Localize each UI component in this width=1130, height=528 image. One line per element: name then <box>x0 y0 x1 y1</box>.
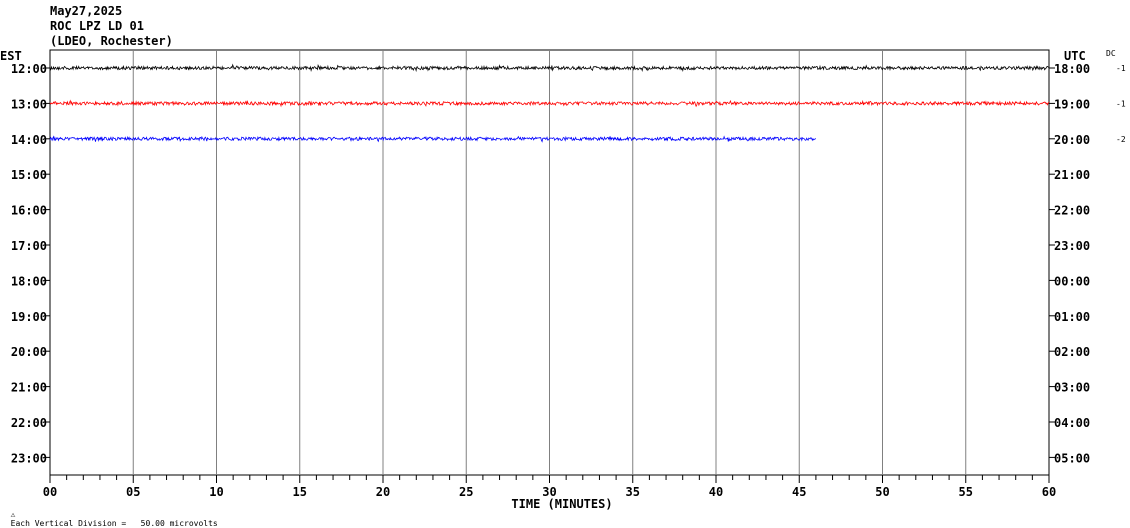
x-tick-label-55: 55 <box>959 485 973 499</box>
left-hour-label: 20:00 <box>11 345 47 359</box>
left-hour-label: 14:00 <box>11 133 47 147</box>
scale-icon: ⚠ <box>10 510 16 519</box>
x-tick-label-20: 20 <box>376 485 390 499</box>
right-hour-label: 21:00 <box>1054 168 1090 182</box>
est-zone-label: EST <box>0 49 22 63</box>
scale-note: ⚠ Each Vertical Division = 50.00 microvo… <box>1 501 218 528</box>
right-hour-label: 05:00 <box>1054 451 1090 465</box>
x-tick-label-40: 40 <box>709 485 723 499</box>
right-hour-label: 23:00 <box>1054 239 1090 253</box>
right-hour-label: 04:00 <box>1054 416 1090 430</box>
left-hour-label: 21:00 <box>11 381 47 395</box>
x-axis-title: TIME (MINUTES) <box>511 497 612 511</box>
dc-offset-row-1: -1 <box>1116 99 1126 108</box>
recording-date: May27,2025 <box>50 4 123 18</box>
left-hour-label: 12:00 <box>11 62 47 76</box>
dc-label: DC <box>1106 49 1116 58</box>
right-hour-label: 00:00 <box>1054 274 1090 288</box>
x-tick-label-05: 05 <box>126 485 140 499</box>
right-hour-label: 18:00 <box>1054 62 1090 76</box>
left-hour-label: 16:00 <box>11 204 47 218</box>
x-tick-label-45: 45 <box>792 485 806 499</box>
utc-zone-label: UTC <box>1064 49 1086 63</box>
left-hour-label: 18:00 <box>11 274 47 288</box>
right-hour-label: 01:00 <box>1054 310 1090 324</box>
x-tick-label-50: 50 <box>875 485 889 499</box>
right-hour-label: 20:00 <box>1054 133 1090 147</box>
x-tick-label-30: 30 <box>542 485 556 499</box>
x-tick-label-10: 10 <box>209 485 223 499</box>
x-tick-label-15: 15 <box>293 485 307 499</box>
station-name: ROC LPZ LD 01 <box>50 19 144 33</box>
left-hour-label: 19:00 <box>11 310 47 324</box>
x-tick-label-35: 35 <box>626 485 640 499</box>
scale-text: Each Vertical Division = 50.00 microvolt… <box>10 519 218 528</box>
right-hour-label: 22:00 <box>1054 204 1090 218</box>
trace-row-2 <box>49 135 817 143</box>
left-hour-label: 15:00 <box>11 168 47 182</box>
right-hour-label: 19:00 <box>1054 97 1090 111</box>
trace-row-1 <box>49 99 1050 108</box>
left-hour-label: 22:00 <box>11 416 47 430</box>
trace-row-0 <box>49 63 1050 73</box>
right-hour-label: 03:00 <box>1054 381 1090 395</box>
network-name: (LDEO, Rochester) <box>50 34 173 48</box>
dc-offset-row-2: -2 <box>1116 135 1126 144</box>
left-hour-label: 13:00 <box>11 97 47 111</box>
right-hour-label: 02:00 <box>1054 345 1090 359</box>
x-tick-label-25: 25 <box>459 485 473 499</box>
left-hour-label: 23:00 <box>11 451 47 465</box>
left-hour-label: 17:00 <box>11 239 47 253</box>
dc-offset-row-0: -1 <box>1116 64 1126 73</box>
x-tick-label-60: 60 <box>1042 485 1056 499</box>
x-tick-label-00: 00 <box>43 485 57 499</box>
